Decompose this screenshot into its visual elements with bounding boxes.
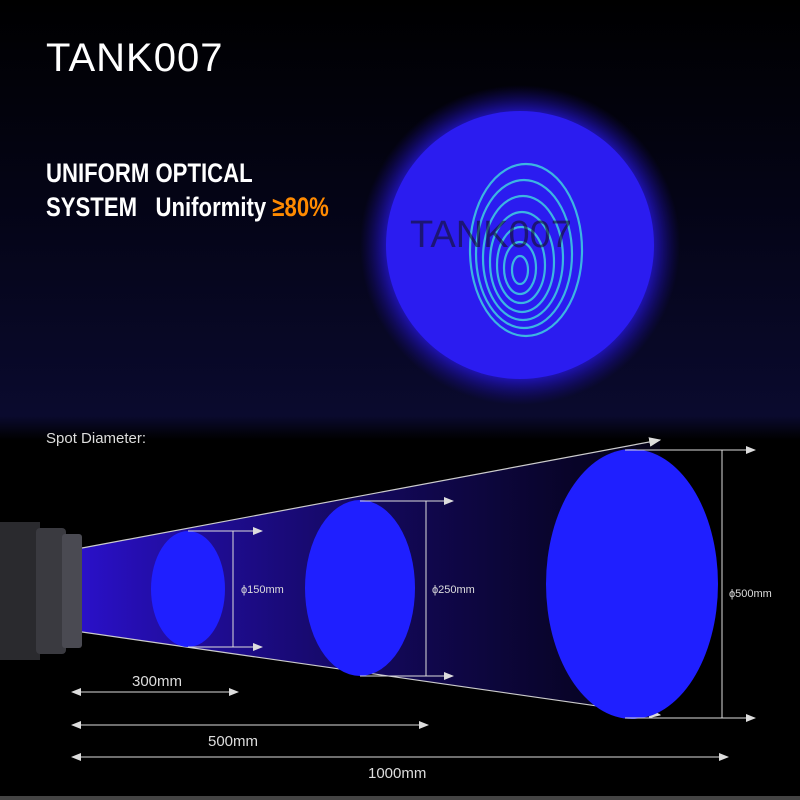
uv-spot	[386, 111, 654, 379]
watermark: TANK007	[410, 214, 572, 256]
spot-500mm	[305, 500, 415, 676]
distance-label: 300mm	[132, 673, 182, 690]
spot-diameter-label: Spot Diameter:	[46, 430, 147, 447]
brand-logo: TANK007	[46, 36, 224, 80]
diameter-label: ϕ150mm	[241, 584, 284, 596]
uniformity-value: ≥80%	[272, 192, 329, 222]
fingerprint-icon	[468, 162, 584, 338]
headline-system: SYSTEM	[46, 192, 138, 222]
bottom-bar	[0, 796, 800, 800]
headline-uniformity: Uniformity	[155, 192, 267, 222]
spot-1000mm	[546, 449, 718, 719]
spot-300mm	[151, 531, 225, 647]
headline-line1: UNIFORM OPTICAL	[46, 158, 253, 188]
flashlight-head	[0, 522, 82, 660]
distance-label: 500mm	[208, 733, 258, 750]
headline: UNIFORM OPTICAL SYSTEM Uniformity ≥80%	[46, 156, 329, 224]
headline-line2: SYSTEM Uniformity ≥80%	[46, 190, 329, 224]
diameter-label: ϕ500mm	[729, 588, 772, 600]
diameter-label: ϕ250mm	[432, 584, 475, 596]
distance-label: 1000mm	[368, 765, 426, 782]
